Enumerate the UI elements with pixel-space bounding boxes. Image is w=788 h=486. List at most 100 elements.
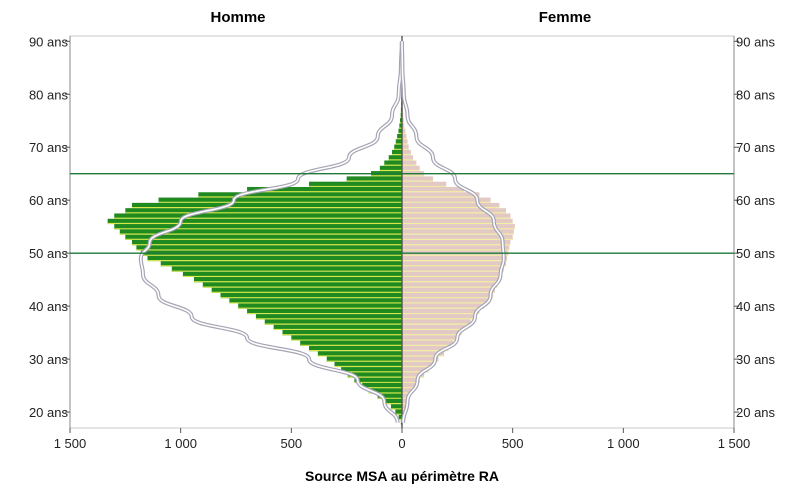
- bar-homme-33: [300, 340, 402, 346]
- bar-femme-43: [402, 287, 495, 293]
- bar-femme-29: [402, 361, 433, 368]
- bar-femme-31: [402, 351, 445, 357]
- bar-femme-36: [402, 324, 467, 330]
- bar-femme-63: [402, 181, 447, 187]
- bar-homme-49: [147, 255, 402, 262]
- count-label-4: 500: [502, 436, 524, 451]
- bar-femme-69: [402, 149, 411, 156]
- bar-femme-41: [402, 298, 489, 304]
- bar-femme-70: [402, 144, 409, 150]
- age-label-right-60: 60 ans: [736, 193, 776, 208]
- curve-layer: [138, 41, 506, 423]
- bar-femme-56: [402, 218, 513, 225]
- reference-lines: [70, 172, 734, 254]
- bar-homme-22: [384, 398, 402, 405]
- bar-femme-40: [402, 303, 484, 309]
- bar-femme-52: [402, 239, 511, 246]
- bar-homme-43: [211, 287, 402, 293]
- age-label-right-90: 90 ans: [736, 34, 776, 49]
- bar-femme-54: [402, 229, 514, 235]
- bar-femme-59: [402, 202, 500, 209]
- bar-femme-45: [402, 277, 500, 283]
- bar-homme-51: [136, 245, 402, 251]
- bar-femme-22: [402, 398, 408, 405]
- bar-homme-55: [114, 224, 403, 230]
- bar-homme-68: [388, 155, 402, 161]
- bar-homme-61: [198, 192, 402, 198]
- age-label-right-80: 80 ans: [736, 87, 776, 102]
- bar-femme-39: [402, 308, 480, 315]
- bar-femme-32: [402, 345, 449, 352]
- axis-layer: 20 ans 20 ans 30 ans 30 ans 40 ans 40 ans 50 a…: [29, 34, 776, 451]
- curve-inner-homme: [139, 41, 403, 423]
- bar-femme-51: [402, 245, 510, 251]
- bar-femme-66: [402, 165, 420, 172]
- age-label-right-70: 70 ans: [736, 140, 776, 155]
- bar-homme-39: [247, 308, 402, 315]
- age-label-left-20: 20 ans: [29, 405, 69, 420]
- bar-femme-33: [402, 340, 453, 346]
- side-title-femme: Femme: [539, 9, 592, 26]
- bar-femme-64: [402, 176, 433, 182]
- bar-homme-66: [379, 165, 402, 172]
- bar-homme-40: [238, 303, 402, 309]
- bar-homme-58: [125, 208, 402, 214]
- bar-femme-44: [402, 282, 498, 288]
- bar-homme-47: [171, 266, 402, 272]
- bar-homme-48: [160, 261, 402, 267]
- bar-homme-73: [398, 128, 402, 134]
- bar-homme-69: [392, 149, 402, 156]
- bar-homme-59: [131, 202, 402, 209]
- age-label-right-20: 20 ans: [736, 405, 776, 420]
- age-label-left-30: 30 ans: [29, 352, 69, 367]
- bar-homme-52: [131, 239, 402, 246]
- bar-homme-74: [399, 123, 402, 129]
- bar-femme-46: [402, 271, 502, 278]
- bar-homme-60: [158, 197, 402, 203]
- bar-femme-21: [402, 404, 406, 410]
- count-label-6: 1 500: [718, 436, 751, 451]
- bar-femme-37: [402, 319, 471, 325]
- bar-homme-64: [346, 176, 402, 182]
- bar-homme-24: [368, 388, 402, 394]
- bar-homme-21: [390, 404, 402, 410]
- bar-femme-62: [402, 186, 464, 193]
- bar-femme-26: [402, 377, 420, 383]
- bar-homme-67: [384, 160, 402, 166]
- bar-femme-23: [402, 393, 410, 399]
- bar-femme-30: [402, 356, 439, 362]
- bar-homme-56: [107, 218, 402, 225]
- bar-homme-31: [317, 351, 402, 357]
- bar-homme-54: [119, 229, 403, 235]
- bar-homme-63: [309, 181, 402, 187]
- bar-homme-53: [125, 234, 402, 240]
- bar-homme-70: [394, 144, 402, 150]
- curve-inner-femme: [401, 41, 505, 423]
- bar-femme-28: [402, 367, 429, 373]
- count-label-3: 0: [398, 436, 405, 451]
- age-label-left-70: 70 ans: [29, 140, 69, 155]
- bar-homme-29: [334, 361, 402, 368]
- bar-homme-62: [247, 186, 402, 193]
- bar-homme-46: [182, 271, 402, 278]
- count-label-1: 1 000: [164, 436, 197, 451]
- bar-femme-67: [402, 160, 417, 166]
- bar-homme-57: [114, 213, 403, 219]
- age-label-left-40: 40 ans: [29, 299, 69, 314]
- bar-homme-41: [229, 298, 402, 304]
- age-label-right-50: 50 ans: [736, 246, 776, 261]
- bar-homme-72: [397, 134, 402, 140]
- bar-femme-74: [402, 123, 405, 129]
- bar-femme-58: [402, 208, 507, 214]
- bar-femme-34: [402, 335, 458, 341]
- bar-femme-48: [402, 261, 507, 267]
- bar-homme-32: [309, 345, 402, 352]
- count-label-2: 500: [280, 436, 302, 451]
- age-label-left-90: 90 ans: [29, 34, 69, 49]
- age-label-right-40: 40 ans: [736, 299, 776, 314]
- bar-femme-49: [402, 255, 508, 262]
- bar-femme-27: [402, 372, 425, 378]
- bar-homme-26: [354, 377, 402, 383]
